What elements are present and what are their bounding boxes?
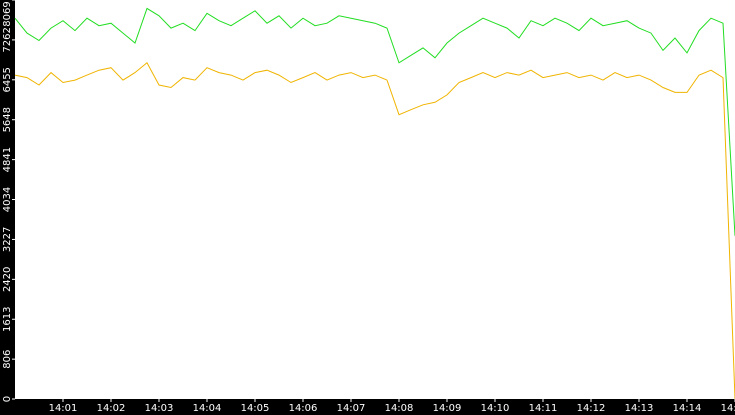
y-tick-label: 3227 (2, 227, 13, 252)
x-tick-label: 14:02 (97, 403, 126, 414)
y-tick-label: 6455 (2, 67, 13, 92)
series-line (14, 62, 735, 400)
y-tick-label: 5648 (2, 107, 13, 132)
y-tick-label: 2420 (2, 267, 13, 292)
x-tick-label: 14:05 (241, 403, 270, 414)
plot-area (15, 0, 735, 399)
x-tick-label: 14:12 (577, 403, 606, 414)
y-tick-label: 806 (2, 350, 13, 369)
y-tick-label: 1613 (2, 307, 13, 332)
x-tick-label: 14:15 (721, 403, 735, 414)
x-tick-label: 14:03 (145, 403, 174, 414)
x-tick-label: 14:11 (529, 403, 558, 414)
y-tick-label: 4841 (2, 147, 13, 172)
x-tick-label: 14:07 (337, 403, 366, 414)
y-tick-label: 4034 (2, 187, 13, 212)
y-tick-label: 7262 (2, 27, 13, 52)
x-tick-label: 14:04 (193, 403, 222, 414)
x-tick-label: 14:14 (673, 403, 702, 414)
x-tick-label: 14:09 (433, 403, 462, 414)
y-tick-label: 8069 (2, 1, 13, 26)
x-tick-label: 14:08 (385, 403, 414, 414)
x-tick-label: 14:10 (481, 403, 510, 414)
x-tick-label: 14:13 (625, 403, 654, 414)
y-tick-label: 0 (2, 396, 13, 402)
x-tick-label: 14:01 (49, 403, 78, 414)
series-line (14, 7, 735, 236)
x-tick-label: 14:06 (289, 403, 318, 414)
